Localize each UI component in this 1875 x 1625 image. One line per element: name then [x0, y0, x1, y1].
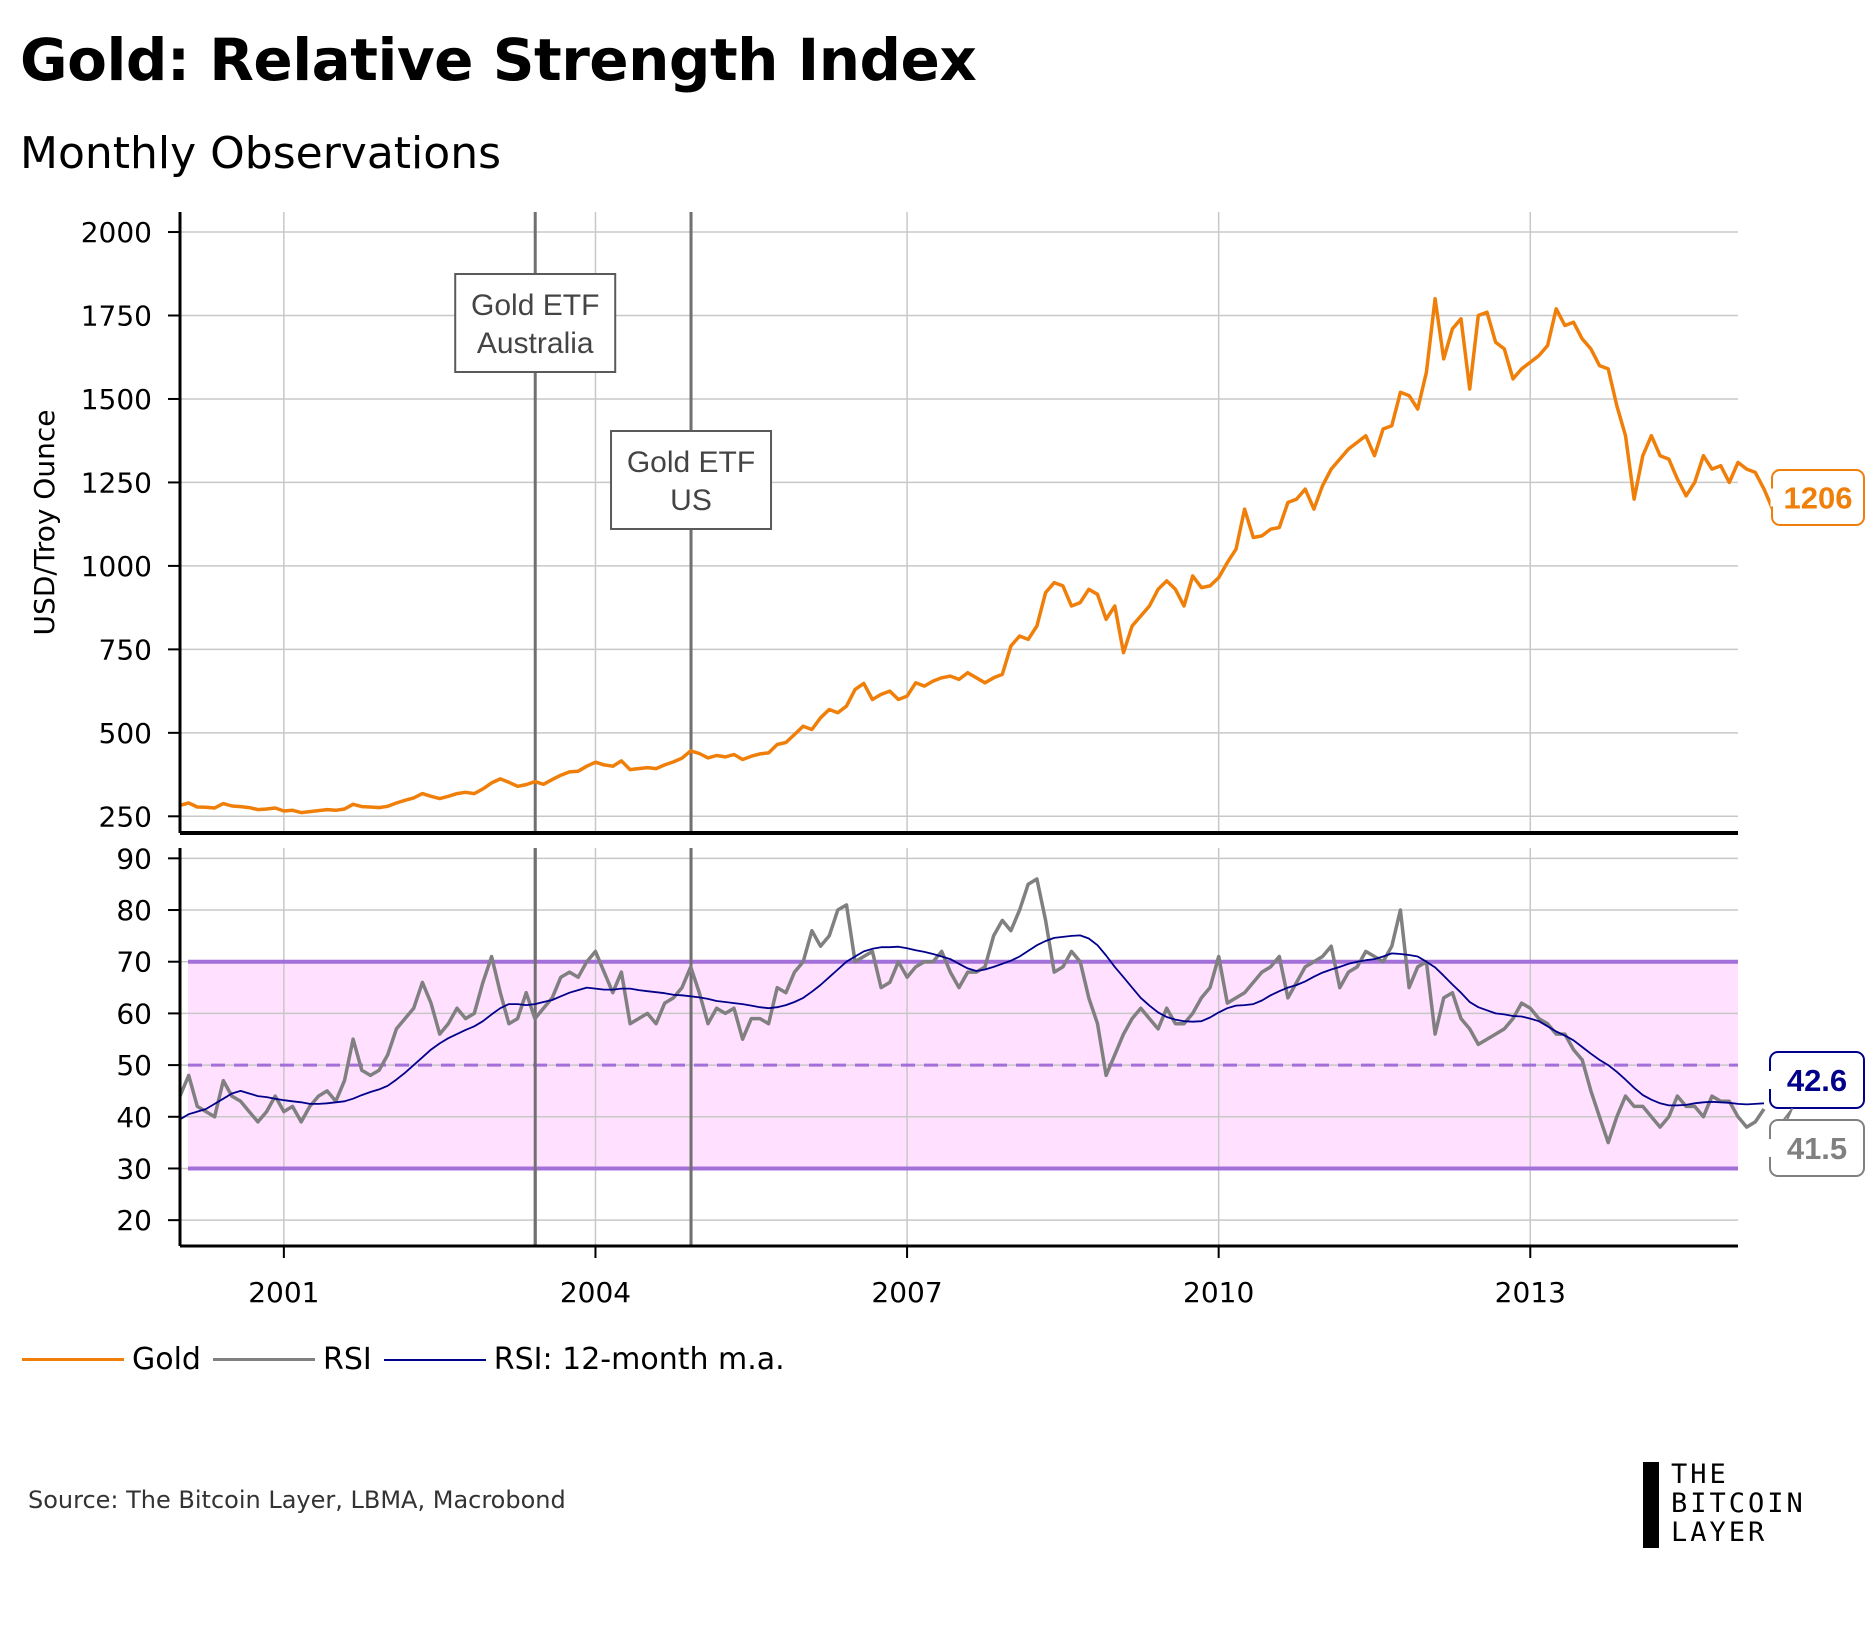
- legend-label-rsi-ma: RSI: 12-month m.a.: [493, 1342, 785, 1377]
- logo-line-1: THE: [1671, 1459, 1729, 1490]
- annotation-box: [610, 430, 773, 530]
- rsi-tick-label: 90: [116, 842, 152, 875]
- rsi-ma-end-label: 42.6: [1768, 1051, 1865, 1109]
- source-note: Source: The Bitcoin Layer, LBMA, Macrobo…: [28, 1486, 566, 1514]
- annotation-line-2: Australia: [477, 327, 594, 360]
- legend-item-rsi-ma: RSI: 12-month m.a.: [383, 1342, 785, 1377]
- rsi-tick-label: 20: [116, 1204, 152, 1237]
- x-tick-label: 2007: [871, 1276, 942, 1309]
- rsi-end-label: 41.5: [1768, 1108, 1865, 1177]
- rsi-tick-label: 70: [116, 946, 152, 979]
- x-tick-label: 2001: [248, 1276, 319, 1309]
- rsi-end-label-text: 41.5: [1787, 1131, 1847, 1166]
- x-tick-label: 2004: [560, 1276, 631, 1309]
- legend-swatch-gold: [22, 1358, 124, 1361]
- chart-title: Gold: Relative Strength Index: [20, 26, 977, 94]
- rsi-ma-line: [179, 934, 1765, 1121]
- price-tick-label: 250: [99, 800, 152, 833]
- legend-label-gold: Gold: [132, 1342, 201, 1377]
- legend: Gold RSI RSI: 12-month m.a.: [22, 1342, 797, 1377]
- gold-end-label-text: 1206: [1784, 481, 1853, 516]
- legend-swatch-rsi-ma: [383, 1358, 486, 1361]
- price-tick-label: 1000: [81, 550, 152, 583]
- rsi-ma-end-label-text: 42.6: [1787, 1063, 1847, 1098]
- brand-logo: THE BITCOIN LAYER: [1643, 1460, 1858, 1552]
- rsi-tick-label: 40: [116, 1101, 152, 1134]
- etf-annotation: Gold ETF US: [610, 430, 773, 530]
- logo-text: THE BITCOIN LAYER: [1671, 1460, 1806, 1547]
- annotation-line-1: Gold ETF: [471, 289, 599, 322]
- price-tick-label: 2000: [81, 216, 152, 249]
- annotation-line-2: US: [670, 484, 712, 517]
- rsi-tick-label: 30: [116, 1152, 152, 1185]
- legend-label-rsi: RSI: [322, 1342, 372, 1377]
- price-panel: 250 500 750 1000 1250 1500 1750 2000 USD/Troy Ou…: [28, 212, 1791, 835]
- price-tick-label: 1500: [81, 383, 152, 416]
- chart-subtitle: Monthly Observations: [20, 128, 502, 179]
- logo-line-2: BITCOIN: [1671, 1488, 1806, 1519]
- logo-bar: [1643, 1462, 1659, 1548]
- gold-price-line: [179, 297, 1791, 815]
- legend-swatch-rsi: [212, 1358, 315, 1361]
- rsi-line: [178, 877, 1766, 1145]
- x-axis: 2001 2004 2007 2010 2013: [248, 1246, 1566, 1309]
- end-labels: 1206 42.6 41.5: [1768, 469, 1865, 1177]
- rsi-tick-label: 50: [116, 1049, 152, 1082]
- price-tick-label: 1750: [81, 300, 152, 333]
- price-tick-label: 1250: [81, 466, 152, 499]
- annotation-box: [454, 273, 617, 373]
- rsi-tick-label: 60: [116, 997, 152, 1030]
- rsi-tick-label: 80: [116, 894, 152, 927]
- logo-line-3: LAYER: [1671, 1517, 1768, 1548]
- price-tick-label: 750: [99, 633, 152, 666]
- rsi-panel: 20 30 40 50 60 70 80 90: [116, 842, 1766, 1248]
- etf-annotation: Gold ETF Australia: [454, 273, 617, 373]
- y-axis-title: USD/Troy Ounce: [28, 410, 61, 636]
- price-tick-label: 500: [99, 717, 152, 750]
- x-tick-label: 2010: [1183, 1276, 1254, 1309]
- annotation-line-1: Gold ETF: [627, 446, 755, 479]
- x-tick-label: 2013: [1495, 1276, 1566, 1309]
- gold-end-label: 1206: [1770, 469, 1865, 526]
- legend-item-gold: Gold: [22, 1342, 201, 1377]
- legend-item-rsi: RSI: [212, 1342, 372, 1377]
